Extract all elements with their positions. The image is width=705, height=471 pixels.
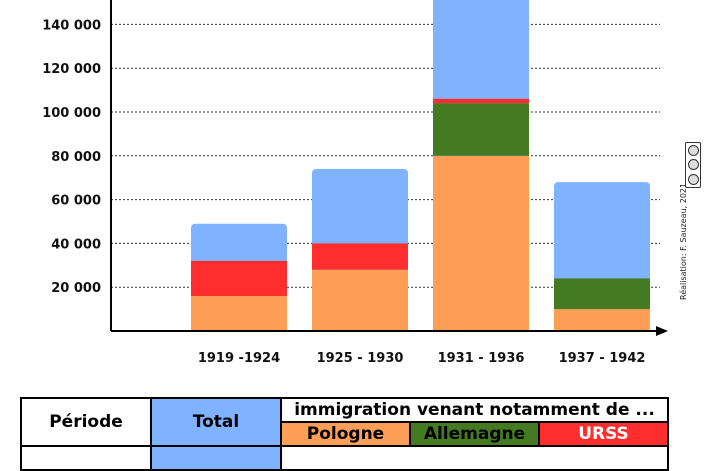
- y-tick-label: 100 000: [42, 106, 101, 121]
- x-axis-category-labels: 1919 -1924 1925 - 1930 1931 - 1936 1937 - 1…: [198, 351, 646, 366]
- credit-text: Réalisation: F. Sauzeau, 2021: [679, 182, 688, 300]
- bar-allemagne: [433, 103, 529, 156]
- bar-allemagne: [554, 278, 650, 310]
- y-tick-label: 60 000: [51, 194, 101, 209]
- category-label: 1919 -1924: [198, 351, 280, 366]
- legend-pologne: Pologne: [280, 421, 411, 447]
- cc-license-icon: [685, 142, 701, 188]
- legend-immigration-header: immigration venant notamment de ...: [280, 397, 669, 423]
- y-tick-label: 140 000: [42, 18, 101, 33]
- legend-allemagne: Allemagne: [409, 421, 540, 447]
- bar-pologne: [554, 309, 650, 331]
- y-axis-tick-labels: 20 000 40 000 60 000 80 000 100 000 120 000 14…: [42, 18, 101, 296]
- y-tick-label: 120 000: [42, 62, 101, 77]
- bar-pologne: [433, 155, 529, 331]
- bar-urss: [191, 260, 287, 296]
- chart: 20 000 40 000 60 000 80 000 100 000 120 000 14…: [42, 0, 668, 366]
- y-tick-label: 40 000: [51, 237, 101, 252]
- y-tick-label: 20 000: [51, 281, 101, 296]
- category-label: 1925 - 1930: [317, 351, 404, 366]
- bars: [191, 0, 650, 331]
- legend-total: Total: [150, 397, 282, 447]
- category-label: 1931 - 1936: [438, 351, 525, 366]
- category-label: 1937 - 1942: [559, 351, 646, 366]
- legend-periode: Période: [20, 397, 152, 447]
- bar-urss: [433, 98, 529, 104]
- bar-pologne: [312, 269, 408, 331]
- x-axis-arrow: [656, 326, 668, 336]
- bar-pologne: [191, 295, 287, 331]
- legend-table: Période Total immigration venant notamme…: [20, 397, 669, 471]
- bar-urss: [312, 243, 408, 270]
- legend-urss: URSS: [538, 421, 669, 447]
- y-tick-label: 80 000: [51, 150, 101, 165]
